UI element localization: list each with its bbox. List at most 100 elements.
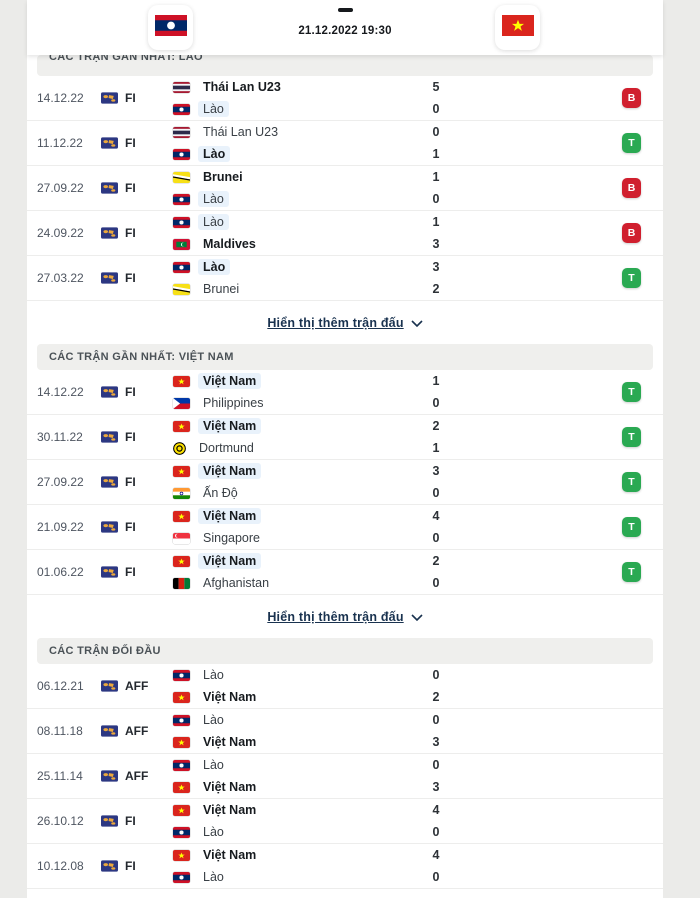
section: CÁC TRẬN ĐỐI ĐẦU 06.12.21 AFF Lào Việt Nam 0 2… — [27, 638, 663, 889]
singapore-flag-icon — [173, 532, 190, 544]
home-score: 4 — [432, 508, 440, 523]
competition: FI — [101, 226, 173, 240]
home-team-name: Việt Nam — [198, 373, 262, 389]
match-date: 27.09.22 — [37, 475, 84, 489]
world-map-icon — [101, 182, 118, 194]
match-row[interactable]: 21.09.22 FI Việt Nam Singapore 4 0 T — [27, 505, 663, 550]
result-badge-area: T — [456, 268, 663, 288]
home-score: 2 — [432, 553, 440, 568]
match-date: 27.09.22 — [37, 181, 84, 195]
india-flag-icon — [173, 487, 190, 499]
vietnam-flag-icon — [173, 804, 190, 816]
laos-flag-icon — [173, 871, 190, 883]
away-team-name: Việt Nam — [203, 690, 257, 704]
away-team: Việt Nam — [173, 733, 416, 752]
teams-column: Việt Nam Ấn Độ — [173, 462, 416, 503]
home-team-name: Lào — [203, 758, 224, 772]
away-score: 0 — [432, 824, 440, 839]
result-badge: B — [622, 88, 641, 108]
away-team-name: Philippines — [203, 396, 264, 410]
match-row[interactable]: 25.11.14 AFF Lào Việt Nam 0 3 — [27, 754, 663, 799]
world-map-icon — [101, 227, 118, 239]
away-team: Brunei — [173, 280, 416, 299]
home-score: 0 — [432, 757, 440, 772]
chevron-down-icon — [411, 314, 423, 332]
world-map-icon — [101, 272, 118, 284]
match-row[interactable]: 30.11.22 FI Việt Nam Dortmund 2 1 T — [27, 415, 663, 460]
home-score: 5 — [432, 79, 440, 94]
world-map-icon — [101, 566, 118, 578]
away-team-flag-card[interactable] — [495, 5, 540, 50]
away-score: 0 — [432, 485, 440, 500]
match-row[interactable]: 24.09.22 FI Lào Maldives 1 3 B — [27, 211, 663, 256]
teams-column: Brunei Lào — [173, 168, 416, 209]
away-team-name: Việt Nam — [203, 780, 257, 794]
match-row[interactable]: 27.03.22 FI Lào Brunei 3 2 T — [27, 256, 663, 301]
competition: FI — [101, 430, 173, 444]
match-row[interactable]: 14.12.22 FI Thái Lan U23 Lào 5 0 B — [27, 76, 663, 121]
result-badge: T — [622, 133, 641, 153]
home-team-name: Việt Nam — [203, 848, 257, 862]
laos-flag-icon — [154, 14, 187, 41]
home-team: Lào — [173, 756, 416, 775]
away-score: 1 — [432, 146, 440, 161]
teams-column: Lào Maldives — [173, 213, 416, 254]
competition-label: FI — [125, 136, 136, 150]
home-team: Lào — [173, 666, 416, 685]
vietnam-flag-icon — [501, 14, 534, 41]
away-team: Singapore — [173, 529, 416, 548]
show-more-link[interactable]: Hiển thị thêm trận đấu — [267, 314, 423, 332]
section-title-bar: CÁC TRẬN GẦN NHẤT: LÀO — [37, 55, 653, 76]
away-team: Afghanistan — [173, 574, 416, 593]
competition: FI — [101, 814, 173, 828]
competition-label: FI — [125, 565, 136, 579]
competition-label: FI — [125, 385, 136, 399]
result-badge-area: B — [456, 178, 663, 198]
home-team-flag-card[interactable] — [148, 5, 193, 50]
home-score: 3 — [432, 463, 440, 478]
match-row[interactable]: 27.09.22 FI Việt Nam Ấn Độ 3 0 T — [27, 460, 663, 505]
competition-label: FI — [125, 226, 136, 240]
match-row[interactable]: 14.12.22 FI Việt Nam Philippines 1 0 T — [27, 370, 663, 415]
match-row[interactable]: 10.12.08 FI Việt Nam Lào 4 0 — [27, 844, 663, 889]
home-team: Việt Nam — [173, 417, 416, 436]
home-score: 4 — [432, 847, 440, 862]
dortmund-flag-icon — [173, 441, 186, 455]
home-score: 4 — [432, 802, 440, 817]
philippines-flag-icon — [173, 397, 190, 409]
match-row[interactable]: 08.11.18 AFF Lào Việt Nam 0 3 — [27, 709, 663, 754]
match-date: 11.12.22 — [37, 136, 83, 150]
section-title-bar: CÁC TRẬN ĐỐI ĐẦU — [37, 638, 653, 664]
match-row[interactable]: 27.09.22 FI Brunei Lào 1 0 B — [27, 166, 663, 211]
match-row[interactable]: 01.06.22 FI Việt Nam Afghanistan 2 0 T — [27, 550, 663, 595]
home-team-name: Thái Lan U23 — [203, 80, 281, 94]
afghanistan-flag-icon — [173, 577, 190, 589]
show-more-label: Hiển thị thêm trận đấu — [267, 315, 404, 330]
away-team: Việt Nam — [173, 688, 416, 707]
vietnam-flag-icon — [173, 736, 190, 748]
result-badge: B — [622, 178, 641, 198]
world-map-icon — [101, 386, 118, 398]
match-row[interactable]: 06.12.21 AFF Lào Việt Nam 0 2 — [27, 664, 663, 709]
show-more-link[interactable]: Hiển thị thêm trận đấu — [267, 608, 423, 626]
away-team: Dortmund — [173, 439, 416, 458]
home-team: Lào — [173, 213, 416, 232]
home-score: 1 — [432, 373, 440, 388]
match-header-center: 21.12.2022 19:30 — [27, 8, 663, 37]
match-date: 14.12.22 — [37, 91, 84, 105]
match-row[interactable]: 11.12.22 FI Thái Lan U23 Lào 0 1 T — [27, 121, 663, 166]
result-badge: B — [622, 223, 641, 243]
home-team: Việt Nam — [173, 462, 416, 481]
away-team-name: Afghanistan — [203, 576, 270, 590]
match-row[interactable]: 26.10.12 FI Việt Nam Lào 4 0 — [27, 799, 663, 844]
competition-label: FI — [125, 91, 136, 105]
home-team-name: Brunei — [203, 170, 243, 184]
section-title-bar: CÁC TRẬN GẦN NHẤT: VIỆT NAM — [37, 344, 653, 370]
home-team: Việt Nam — [173, 846, 416, 865]
